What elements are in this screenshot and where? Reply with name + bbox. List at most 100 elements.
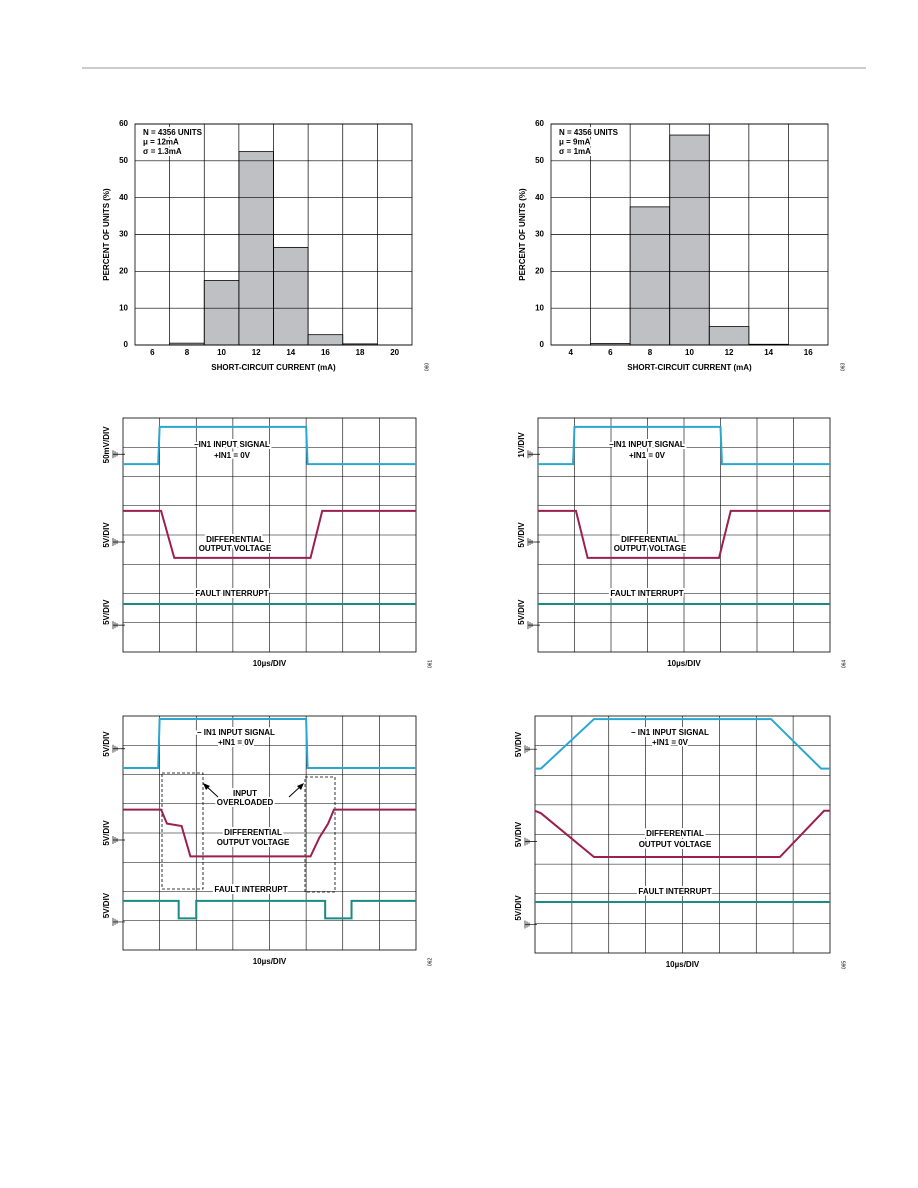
y-tick-label: 30 [119,230,128,239]
y-axis-label: PERCENT OF UNITS (%) [518,188,527,281]
ground-symbol [527,538,540,547]
bar [708,326,750,346]
stat-annotation: N = 4356 UNITS [143,128,203,137]
y-tick-label: 60 [535,119,544,128]
y-tick-label: 20 [119,266,128,275]
figure-code: 063 [840,363,846,372]
ground-symbol [524,745,537,754]
trace-annotation: FAULT INTERRUPT [610,589,683,598]
channel-scale: 5V/DIV [517,522,526,548]
y-tick-label: 30 [535,230,544,239]
trace-annotation: INPUT [233,789,257,798]
waveform [534,809,830,859]
trace-annotation: +IN1 = 0V [629,451,666,460]
y-axis-label: PERCENT OF UNITS (%) [102,188,111,281]
arrowhead [297,783,304,790]
stat-annotation: N = 4356 UNITS [559,128,619,137]
y-tick-label: 50 [535,156,544,165]
trace-annotation: – IN1 INPUT SIGNAL [631,728,709,737]
trace-annotation: –IN1 INPUT SIGNAL [194,440,270,449]
bar [238,151,274,346]
trace-annotation: FAULT INTERRUPT [214,885,287,894]
y-tick-label: 10 [119,303,128,312]
scope-frame [534,715,831,954]
channel-scale: 5V/DIV [102,522,111,548]
ground-symbol [524,920,537,929]
trace-annotation: +IN1 = 0V [652,738,689,747]
waveform [123,808,416,858]
stat-annotation: μ = 9mA [559,138,591,147]
bar [203,280,240,346]
x-tick-label: 6 [150,348,155,357]
x-tick-label: 16 [804,348,813,357]
x-tick-label: 10 [685,348,694,357]
arrowhead [203,783,210,790]
x-tick-label: 16 [321,348,330,357]
trace-annotation: FAULT INTERRUPT [195,589,268,598]
waveform [123,899,416,920]
x-tick-label: 6 [608,348,613,357]
ground-symbol [112,917,125,926]
ground-symbol [112,450,125,459]
x-tick-label: 14 [764,348,773,357]
waveform [538,425,830,466]
trace-annotation: DIFFERENTIAL [224,828,282,837]
ground-symbol [524,837,537,846]
ground-symbol [527,621,540,630]
channel-scale: 5V/DIV [102,820,111,846]
trace-annotation: OUTPUT VOLTAGE [639,840,712,849]
scope-frame [122,715,417,951]
trace-annotation: – IN1 INPUT SIGNAL [197,728,275,737]
bar [307,334,344,346]
time-scale: 10µs/DIV [666,960,700,969]
channel-scale: 5V/DIV [514,821,523,847]
x-axis-label: SHORT-CIRCUIT CURRENT (mA) [627,363,752,372]
trace-annotation: –IN1 INPUT SIGNAL [609,440,685,449]
x-tick-label: 8 [185,348,190,357]
y-tick-label: 40 [119,193,128,202]
trace-annotation: OVERLOADED [217,798,274,807]
waveform [123,425,416,466]
stat-annotation: σ = 1mA [559,147,591,156]
plot-frame [550,123,829,346]
x-tick-label: 14 [286,348,295,357]
ground-symbol [112,744,125,753]
trace-annotation: OUTPUT VOLTAGE [217,838,290,847]
ground-symbol [112,621,125,630]
trace-annotation: OUTPUT VOLTAGE [199,544,272,553]
trace-annotation: OUTPUT VOLTAGE [614,544,687,553]
channel-scale: 1V/DIV [517,432,526,458]
trace-annotation: DIFFERENTIAL [646,829,704,838]
ground-symbol [112,538,125,547]
bar [629,206,671,346]
channel-scale: 5V/DIV [514,895,523,921]
time-scale: 10µs/DIV [253,957,287,966]
x-tick-label: 4 [569,348,574,357]
y-tick-label: 20 [535,266,544,275]
time-scale: 10µs/DIV [253,659,287,668]
figure-code: 065 [841,961,847,970]
y-tick-label: 0 [124,340,129,349]
stat-annotation: μ = 12mA [143,138,179,147]
x-tick-label: 12 [725,348,734,357]
bar [669,134,710,346]
trace-annotation: +IN1 = 0V [218,738,255,747]
y-tick-label: 0 [540,340,545,349]
x-tick-label: 10 [217,348,226,357]
x-tick-label: 20 [390,348,399,357]
channel-scale: 5V/DIV [517,599,526,625]
overload-box [304,776,336,893]
x-tick-label: 12 [252,348,261,357]
x-tick-label: 8 [648,348,653,357]
waveform [535,718,830,770]
overload-box [161,772,204,890]
bar [273,246,309,346]
waveform [538,509,830,559]
x-axis-label: SHORT-CIRCUIT CURRENT (mA) [211,363,336,372]
waveform [123,509,416,559]
y-tick-label: 40 [535,193,544,202]
trace-annotation: FAULT INTERRUPT [638,887,711,896]
channel-scale: 5V/DIV [102,892,111,918]
waveform [123,718,416,769]
